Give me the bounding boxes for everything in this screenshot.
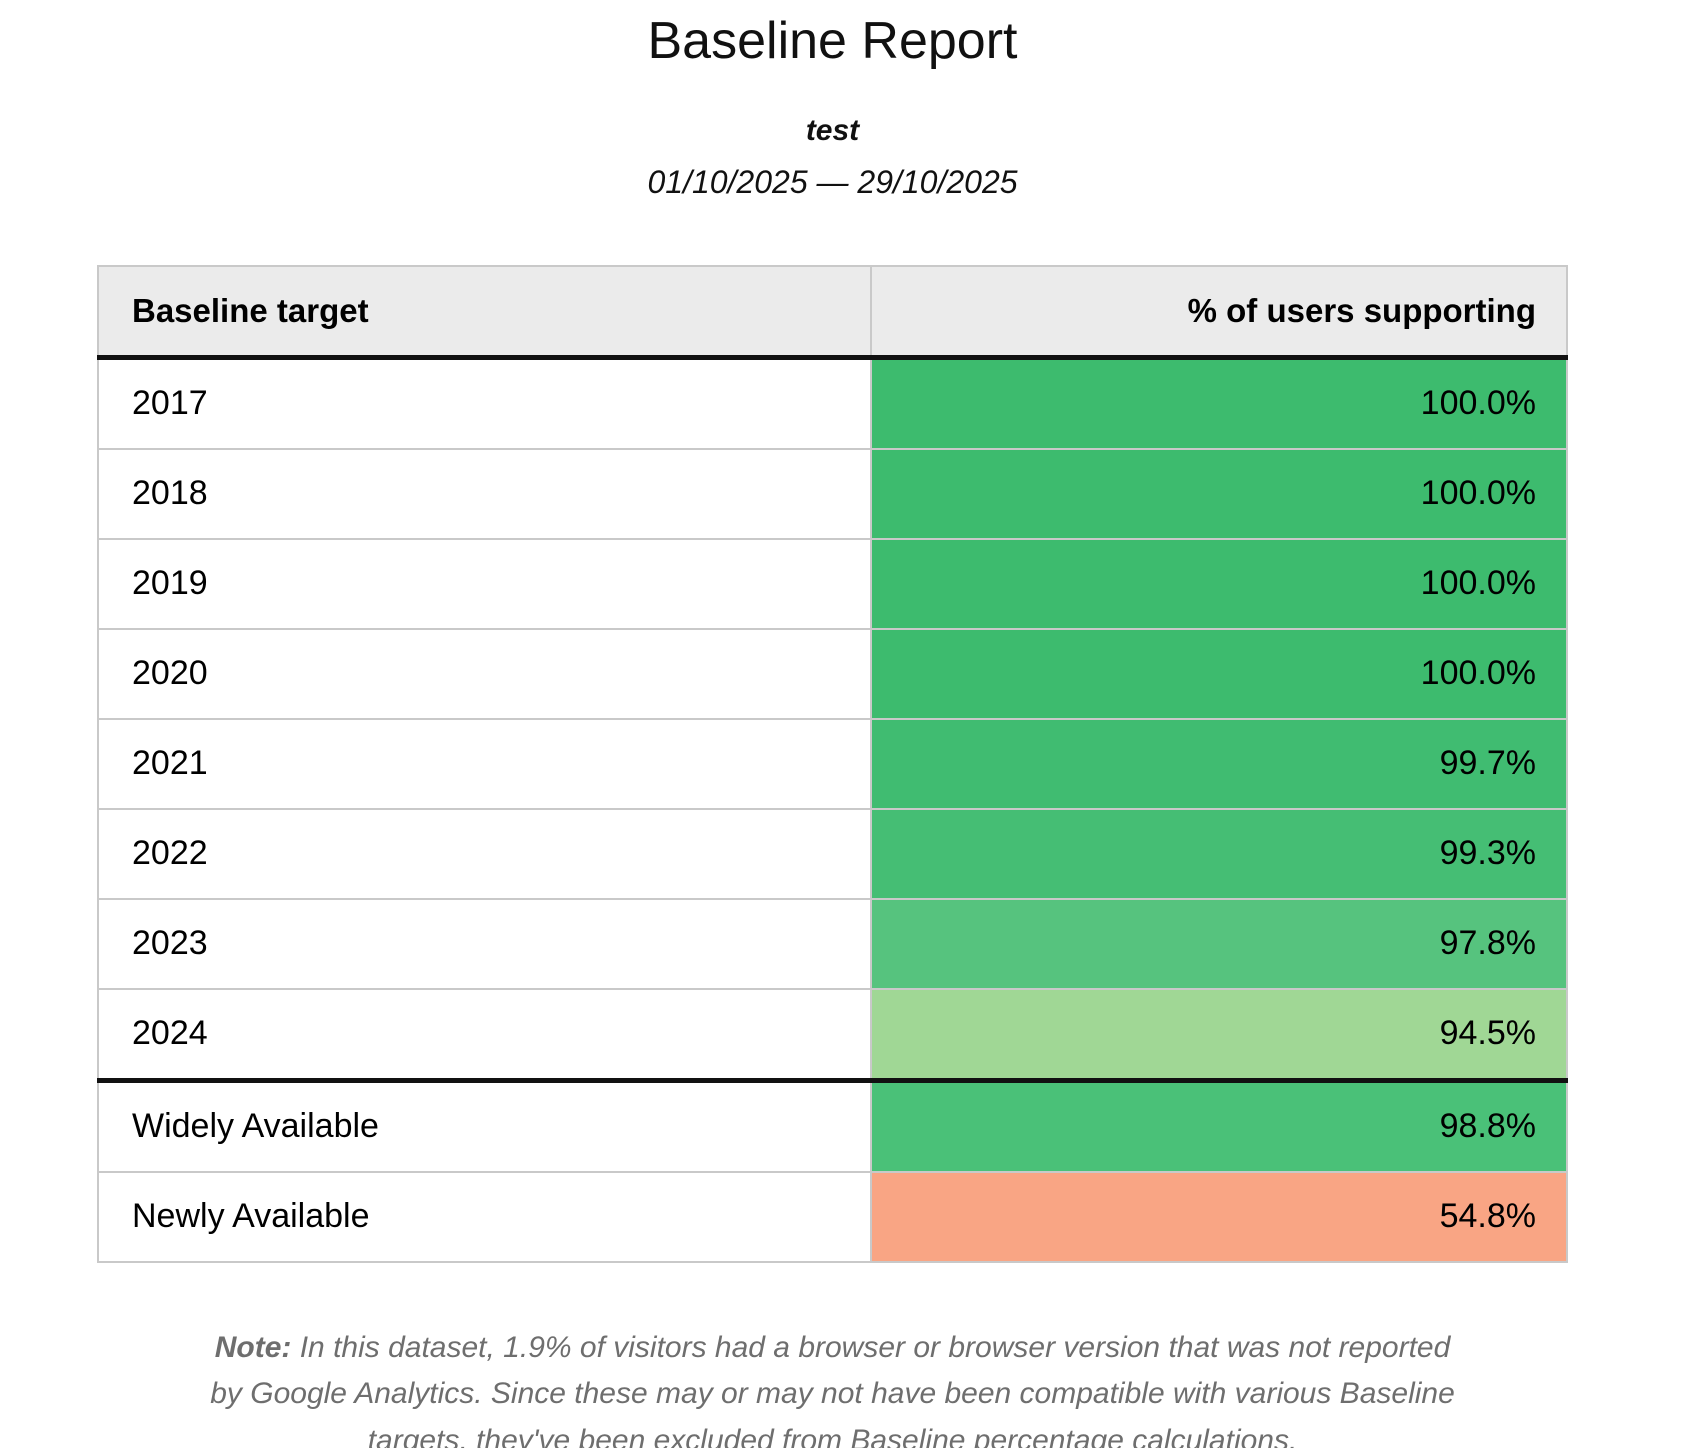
baseline-target-cell: 2020	[98, 627, 873, 719]
table-body: 2017 100.0% 2018 100.0% 2019 100.0% 2020 100.0%…	[98, 356, 1567, 1262]
page-title: Baseline Report	[647, 12, 1018, 70]
percent-users-cell: 54.8%	[871, 1170, 1567, 1262]
table-row: 2024 94.5%	[98, 987, 1567, 1081]
baseline-target-cell: Widely Available	[98, 1077, 873, 1172]
percent-users-cell: 94.5%	[871, 987, 1567, 1081]
footnote: Note: In this dataset, 1.9% of visitors …	[195, 1325, 1470, 1448]
percent-users-cell: 99.3%	[871, 807, 1567, 899]
percent-users-cell: 100.0%	[871, 356, 1567, 449]
baseline-target-cell: 2017	[98, 356, 873, 449]
baseline-target-cell: 2022	[98, 807, 873, 899]
percent-users-cell: 100.0%	[871, 537, 1567, 629]
table-row: Widely Available 98.8%	[98, 1077, 1567, 1172]
baseline-target-cell: Newly Available	[98, 1170, 873, 1262]
report-date-range: 01/10/2025 — 29/10/2025	[647, 163, 1018, 200]
baseline-target-cell: 2024	[98, 987, 873, 1081]
table-row: Newly Available 54.8%	[98, 1170, 1567, 1262]
table-row: 2017 100.0%	[98, 356, 1567, 449]
percent-users-cell: 100.0%	[871, 627, 1567, 719]
table-row: 2018 100.0%	[98, 447, 1567, 539]
baseline-target-cell: 2021	[98, 717, 873, 809]
table-row: 2019 100.0%	[98, 537, 1567, 629]
percent-users-cell: 100.0%	[871, 447, 1567, 539]
column-header-percent-users-supporting: % of users supporting	[871, 265, 1567, 360]
table-row: 2021 99.7%	[98, 717, 1567, 809]
table-row: 2023 97.8%	[98, 897, 1567, 989]
baseline-target-cell: 2018	[98, 447, 873, 539]
footnote-label: Note:	[214, 1330, 292, 1364]
table-row: 2022 99.3%	[98, 807, 1567, 899]
report-subtitle: test	[805, 113, 860, 147]
column-header-baseline-target: Baseline target	[98, 265, 873, 360]
table-row: 2020 100.0%	[98, 627, 1567, 719]
table-header-row: Baseline target % of users supporting	[98, 265, 1567, 360]
percent-users-cell: 97.8%	[871, 897, 1567, 989]
footnote-text: In this dataset, 1.9% of visitors had a …	[210, 1330, 1455, 1448]
baseline-target-cell: 2023	[98, 897, 873, 989]
percent-users-cell: 99.7%	[871, 717, 1567, 809]
baseline-table: Baseline target % of users supporting 20…	[97, 264, 1568, 1263]
percent-users-cell: 98.8%	[871, 1077, 1567, 1172]
baseline-target-cell: 2019	[98, 537, 873, 629]
